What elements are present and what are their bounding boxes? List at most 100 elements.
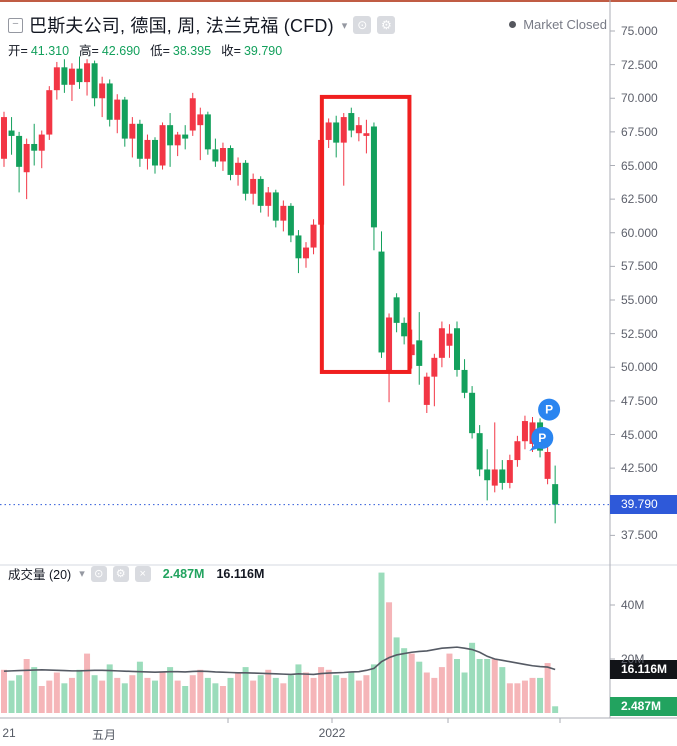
candle-body [227, 148, 234, 175]
candle-body [204, 114, 211, 150]
volume-bar [114, 677, 121, 713]
time-axis-label: 五月 [91, 728, 117, 742]
candle-body [378, 251, 385, 353]
volume-bar [438, 667, 445, 713]
volume-bar [552, 706, 559, 713]
idea-marker-badge[interactable]: P [529, 426, 554, 451]
candle-body [499, 469, 506, 483]
symbol-title[interactable]: 巴斯夫公司, 德国, 周, 法兰克福 (CFD) [29, 16, 334, 36]
price-axis-label: 70.000 [621, 91, 658, 106]
volume-bar [370, 664, 377, 713]
volume-bar [355, 680, 362, 713]
volume-bar [348, 672, 355, 713]
candlesticks[interactable] [1, 56, 559, 524]
candle-body [521, 421, 528, 442]
candle-body [423, 376, 430, 405]
volume-bar [280, 683, 287, 713]
volume-bar [189, 675, 196, 713]
volume-bar [53, 672, 60, 713]
candle-body [272, 192, 279, 221]
volume-bar [408, 653, 415, 713]
price-axis-label: 57.500 [621, 259, 658, 274]
chevron-down-icon[interactable]: ▾ [79, 568, 85, 580]
price-axis-label: 75.000 [621, 24, 658, 38]
volume-bar [219, 686, 226, 713]
volume-bar [310, 677, 317, 713]
close-value: 收= 39.790 [221, 44, 283, 58]
candle-body [476, 433, 483, 470]
candle-body [461, 369, 468, 393]
legend-collapse-icon[interactable]: − [8, 17, 23, 33]
candle-body [363, 133, 370, 136]
close-icon[interactable]: × [134, 565, 151, 582]
candle-body [295, 235, 302, 259]
candle-body [16, 135, 23, 167]
candle-body [287, 205, 294, 236]
volume-bar [521, 680, 528, 713]
volume-bar [401, 648, 408, 713]
candle-body [8, 130, 15, 136]
price-axis-label: 60.000 [621, 225, 658, 240]
candle-body [491, 469, 498, 486]
market-status-dot-icon [509, 21, 517, 28]
candle-body [212, 149, 219, 162]
volume-bar [537, 677, 544, 713]
candle-body [280, 205, 287, 221]
chevron-down-icon[interactable]: ▾ [341, 19, 348, 32]
volume-bar [250, 680, 257, 713]
gear-icon[interactable]: ⚙ [377, 16, 396, 34]
price-axis-label: 55.000 [621, 293, 658, 307]
volume-bar [174, 680, 181, 713]
candle-body [454, 328, 460, 370]
idea-marker-badge[interactable]: P [538, 398, 561, 421]
volume-bar [76, 669, 83, 713]
gear-icon[interactable]: ⚙ [112, 565, 129, 582]
eye-icon[interactable]: ⊙ [90, 565, 107, 582]
price-axis-label: 47.500 [621, 393, 658, 408]
volume-bar [469, 642, 476, 713]
volume-bar [31, 667, 38, 713]
price-axis-label: 67.500 [621, 124, 658, 139]
volume-bar [227, 677, 234, 713]
volume-bar [121, 683, 128, 713]
candle-body [393, 297, 400, 323]
candle-body [325, 122, 332, 140]
volume-bar [204, 677, 211, 713]
annotation-rectangle[interactable] [319, 94, 412, 374]
volume-bar [446, 653, 453, 713]
candle-body [114, 99, 121, 120]
candle-body [174, 134, 181, 146]
candle-body [61, 67, 68, 85]
volume-current-value: 2.487M [162, 566, 205, 581]
candle-body [446, 333, 453, 346]
candle-body [438, 328, 445, 358]
volume-bar [378, 572, 385, 713]
idea-marker-letter: P [538, 431, 546, 445]
volume-bar [340, 677, 347, 713]
volume-bar [423, 672, 430, 713]
volume-axis-label: 20M [621, 652, 645, 666]
volume-bar [363, 675, 370, 713]
candle-body [99, 83, 106, 99]
candle-body [129, 123, 136, 139]
volume-bar [182, 686, 189, 713]
volume-bar [514, 683, 521, 713]
volume-bar [265, 669, 272, 713]
candle-body [189, 98, 196, 131]
volume-bar [318, 667, 325, 713]
volume-bar [257, 675, 264, 713]
idea-marker-circle [538, 398, 561, 421]
volume-bar [325, 669, 332, 713]
market-status: Market Closed [509, 17, 607, 32]
volume-bars[interactable] [1, 572, 559, 713]
eye-icon[interactable]: ⊙ [353, 16, 372, 34]
candle-body [106, 83, 113, 120]
volume-bar [106, 664, 113, 713]
volume-ma-badge: 16.116M [610, 659, 677, 679]
candle-body [303, 247, 309, 259]
candle-body [219, 148, 226, 162]
open-value: 开= 41.310 [8, 44, 70, 58]
volume-indicator-label[interactable]: 成交量 (20) [8, 568, 72, 582]
top-edge-strip [0, 0, 677, 2]
